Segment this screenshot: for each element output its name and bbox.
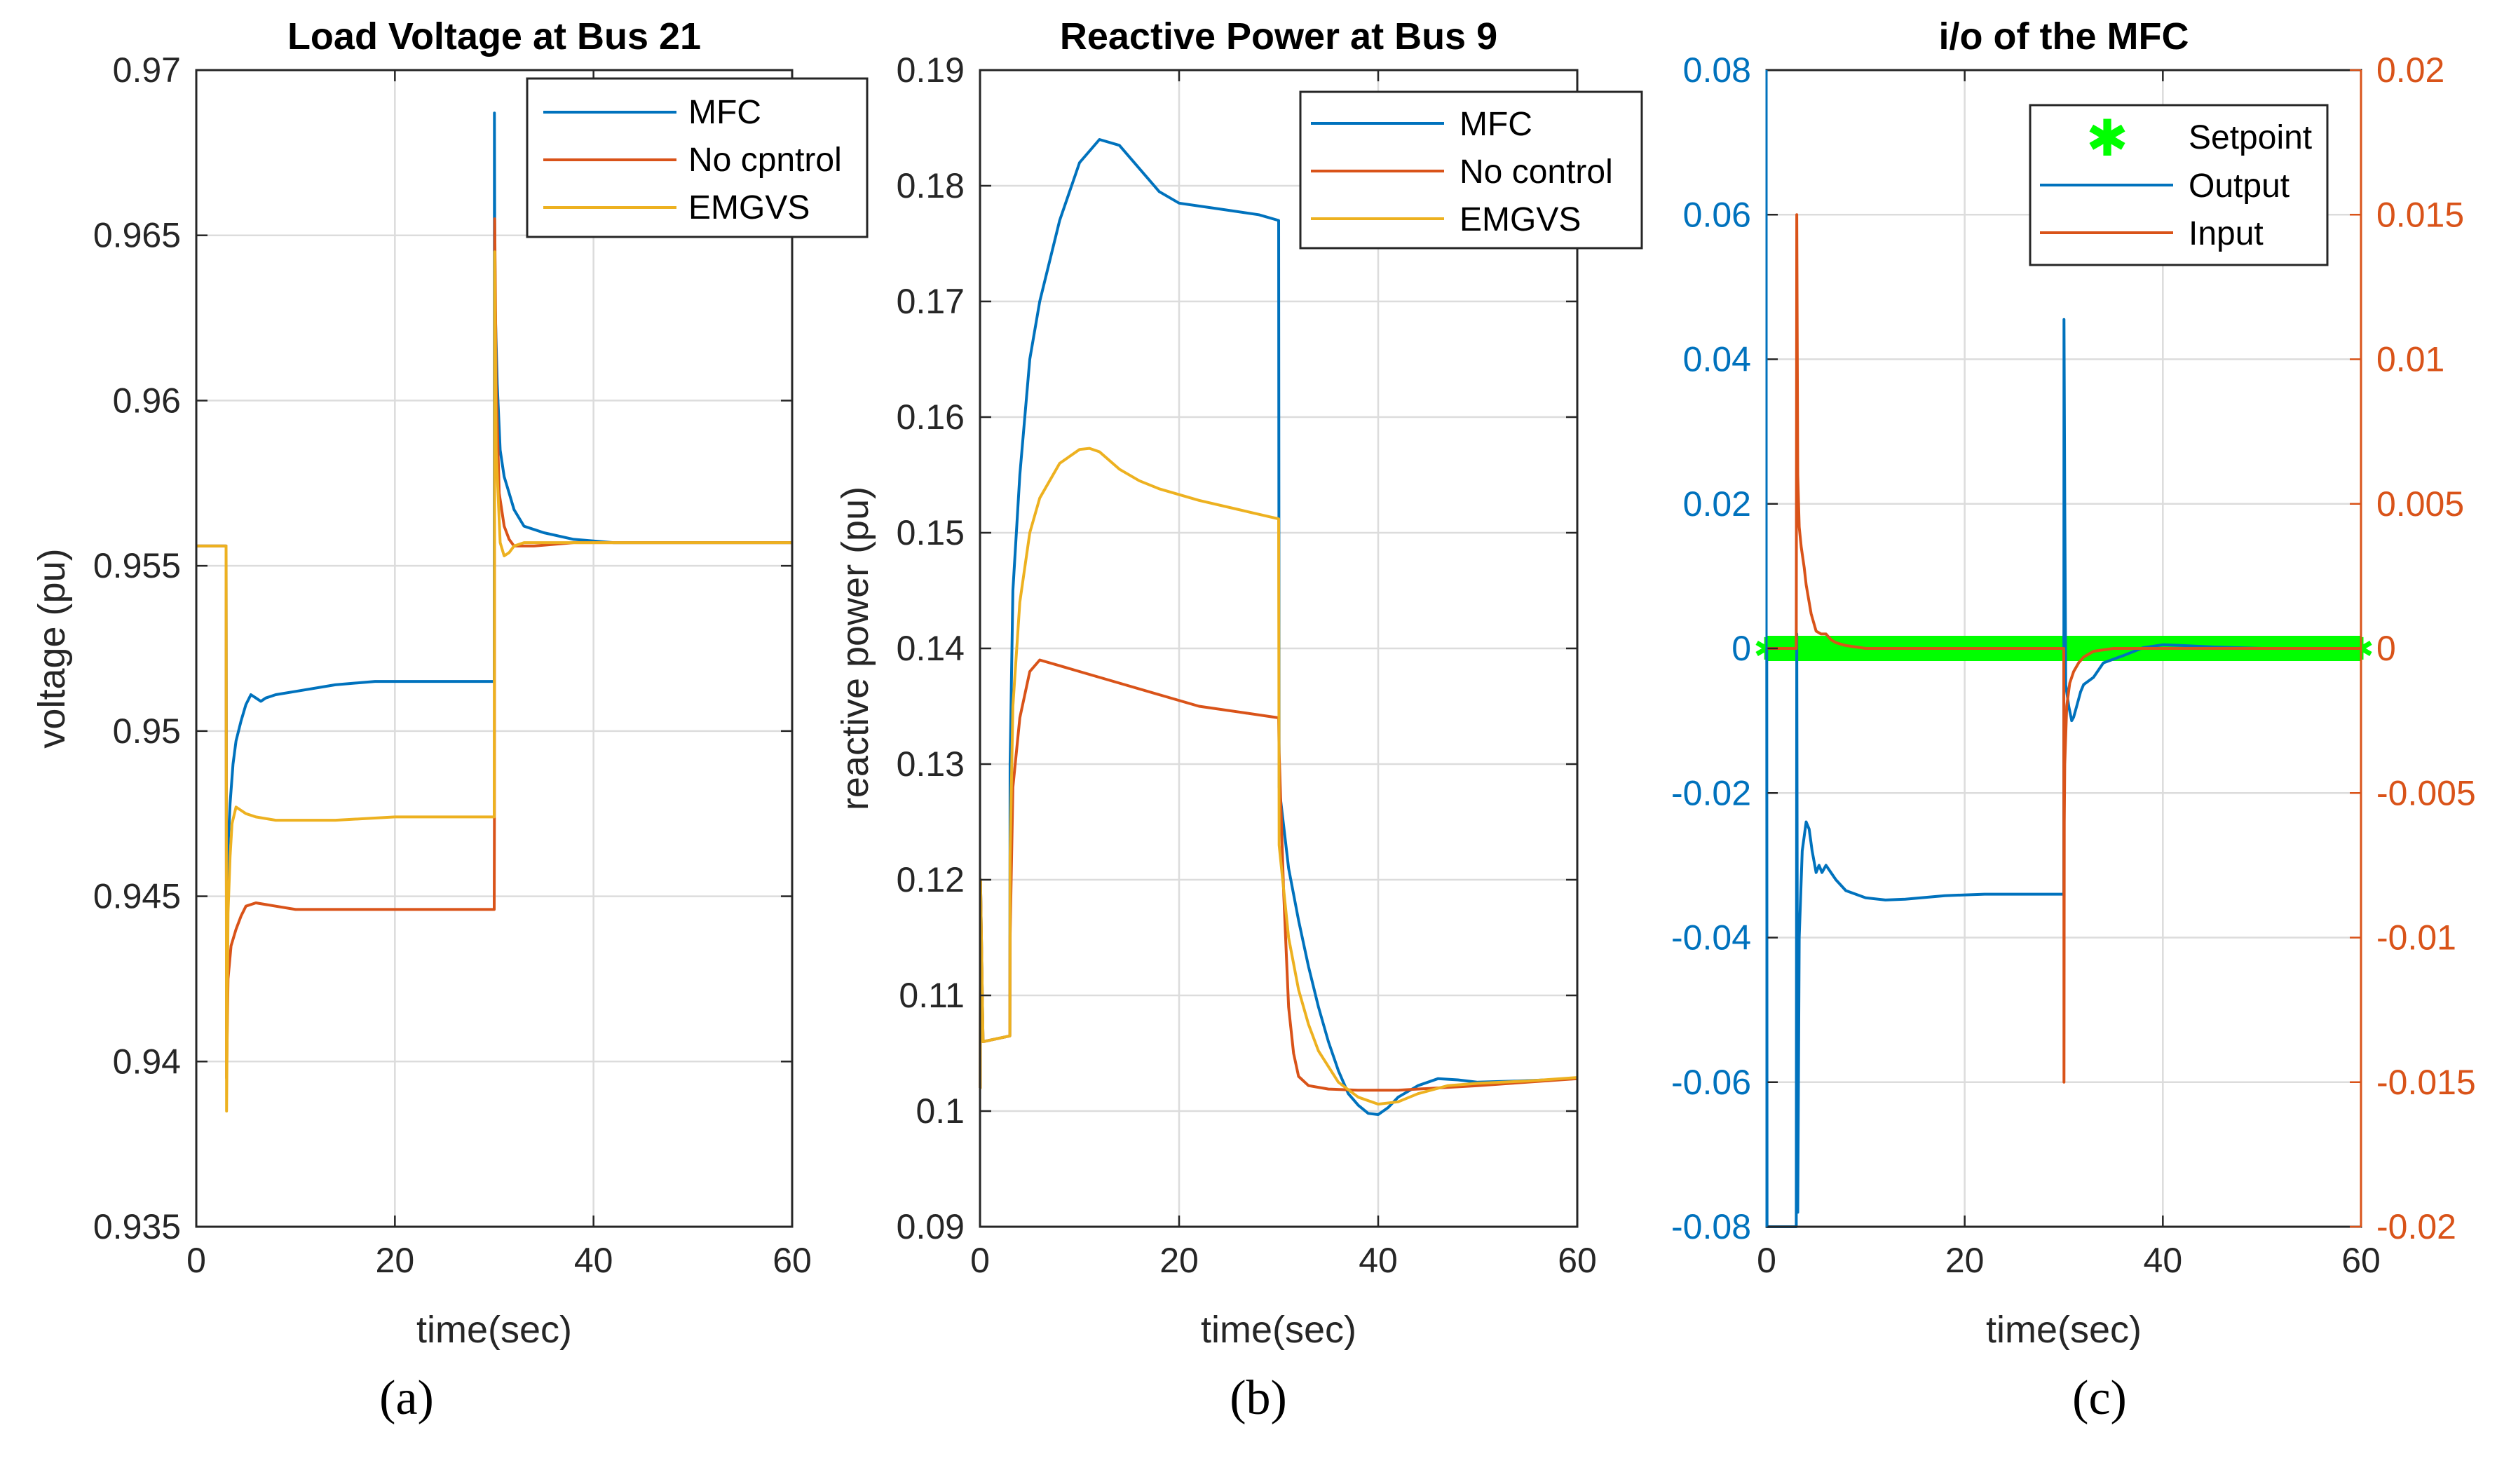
panel-c-series-input (1767, 213, 2361, 1084)
panel-b-xtick-label-3: 60 (1558, 1241, 1597, 1280)
panel-c-ytick-label-8: 0.08 (1683, 50, 1751, 90)
panel-b-legend-label-1: No control (1460, 154, 1613, 191)
panel-a: 0 20 40 60 0.935 0.94 0.945 0.95 0.955 0.96 0.965 0… (31, 15, 869, 1425)
panel-c-xlabel: time(sec) (1986, 1309, 2142, 1351)
panel-c-ytick-label-6: 0.04 (1683, 340, 1751, 379)
panel-a-ylabel: voltage (pu) (31, 548, 73, 748)
panel-a-xtick-label-1: 20 (376, 1241, 415, 1280)
panel-a-legend-box (526, 77, 869, 238)
panel-b-ticks: 0 20 40 60 0.09 0.1 0.11 0.12 0.13 0.14 0.15 0.16 0.… (897, 50, 1597, 1280)
panel-c-ytick-label-3: -0.02 (1671, 773, 1751, 812)
panel-a-letter: (a) (379, 1371, 434, 1425)
panel-c-legend-label-0: Setpoint (2189, 119, 2312, 156)
panel-b-series-emgvs (979, 447, 1578, 1106)
panel-c-ytick-label-2: -0.04 (1671, 918, 1751, 958)
panel-a-legend-label-0: MFC (688, 94, 761, 131)
panel-c-ytick-label-4: 0 (1731, 629, 1751, 668)
panel-b-ytick-label-6: 0.15 (897, 513, 965, 552)
panel-a-xtick-label-3: 60 (773, 1241, 812, 1280)
panel-c-ytick-label-1: -0.06 (1671, 1063, 1751, 1102)
panel-c: ✱✱✱✱✱✱✱✱✱✱✱✱✱✱✱✱✱✱✱✱✱✱✱✱✱✱✱✱✱✱✱✱✱✱✱✱✱✱✱✱… (1671, 15, 2476, 1425)
panel-c-ytick-right-label-8: 0.02 (2376, 50, 2444, 90)
panel-b-ytick-label-1: 0.1 (916, 1091, 965, 1131)
panel-b-ytick-label-8: 0.17 (897, 282, 965, 321)
panel-c-xtick-label-2: 40 (2144, 1241, 2183, 1280)
panel-a-legend: MFC No cpntrol EMGVS (526, 77, 869, 238)
panel-c-ytick-right-label-2: -0.01 (2376, 918, 2456, 958)
panel-a-ytick-label-7: 0.97 (113, 50, 181, 90)
panel-c-ytick-label-7: 0.06 (1683, 195, 1751, 234)
panel-b-ytick-label-2: 0.11 (899, 976, 965, 1015)
panel-b-xtick-label-0: 0 (970, 1241, 990, 1280)
panel-a-xtick-label-0: 0 (186, 1241, 206, 1280)
panel-b-series-mfc (979, 138, 1578, 1116)
panel-c-ytick-right-label-7: 0.015 (2376, 195, 2464, 234)
panel-b-legend-label-2: EMGVS (1460, 201, 1581, 238)
panel-a-ytick-label-5: 0.96 (113, 381, 181, 420)
panel-b-ytick-label-3: 0.12 (897, 860, 965, 899)
panel-c-ticks: 0 20 40 60 -0.08 -0.06 -0.04 -0.02 0 0.02 0.04 0.06… (1671, 50, 2476, 1280)
panel-b-title: Reactive Power at Bus 9 (1060, 15, 1497, 57)
panel-c-legend-setpoint-star-icon: ✱ (2086, 111, 2128, 167)
panel-a-legend-label-1: No cpntrol (688, 142, 842, 179)
panel-a-ytick-label-0: 0.935 (93, 1207, 181, 1246)
panel-c-legend-label-2: Input (2189, 215, 2264, 252)
panel-c-series-setpoint-star-marker: ✱ (2071, 632, 2097, 667)
panel-a-xlabel: time(sec) (416, 1309, 572, 1351)
panel-a-ytick-label-3: 0.95 (113, 712, 181, 751)
panel-a-ytick-label-4: 0.955 (93, 546, 181, 585)
panel-c-ytick-right-label-3: -0.005 (2376, 773, 2476, 812)
panel-c-letter: (c) (2072, 1371, 2127, 1425)
panel-c-ytick-right-label-5: 0.005 (2376, 484, 2464, 524)
panel-b-ytick-label-7: 0.16 (897, 397, 965, 437)
panel-c-series-output (1765, 318, 2361, 1228)
panel-c-ytick-label-0: -0.08 (1671, 1207, 1751, 1246)
panel-b-ytick-label-10: 0.19 (897, 50, 965, 90)
panel-a-ticks: 0 20 40 60 0.935 0.94 0.945 0.95 0.955 0.96 0.965 0… (93, 50, 812, 1280)
panel-b-ytick-label-5: 0.14 (897, 629, 965, 668)
panel-a-series-emgvs (196, 250, 792, 1112)
panel-c-ytick-right-label-0: -0.02 (2376, 1207, 2456, 1246)
panel-b-xlabel: time(sec) (1201, 1309, 1356, 1351)
panel-a-legend-label-2: EMGVS (688, 189, 810, 226)
panel-c-xtick-label-1: 20 (1945, 1241, 1985, 1280)
panel-b-letter: (b) (1230, 1371, 1287, 1425)
panel-c-ytick-right-label-4: 0 (2376, 629, 2396, 668)
panel-b-legend: MFC No control EMGVS (1299, 90, 1643, 250)
panel-b-ytick-label-4: 0.13 (897, 744, 965, 784)
panel-c-ytick-right-label-1: -0.015 (2376, 1063, 2476, 1102)
panel-c-series-setpoint-star-marker: ✱ (1823, 632, 1849, 667)
panel-b-ylabel: reactive power (pu) (834, 486, 876, 810)
panel-a-ytick-label-2: 0.945 (93, 877, 181, 916)
panel-c-series-setpoint-star-marker: ✱ (1833, 632, 1859, 667)
panel-b-ytick-label-0: 0.09 (897, 1207, 965, 1246)
panel-a-ytick-label-1: 0.94 (113, 1042, 181, 1081)
panel-c-series-setpoint-star-marker: ✱ (1803, 632, 1829, 667)
panel-c-xtick-label-0: 0 (1757, 1241, 1776, 1280)
panel-b-ytick-label-9: 0.18 (897, 166, 965, 205)
panel-c-series-setpoint-star-marker: ✱ (1813, 632, 1839, 667)
panel-c-xtick-label-3: 60 (2341, 1241, 2381, 1280)
panel-b-xtick-label-1: 20 (1159, 1241, 1199, 1280)
panel-b-series (979, 138, 1578, 1116)
panel-b-legend-label-0: MFC (1460, 106, 1532, 143)
panel-b-xtick-label-2: 40 (1359, 1241, 1398, 1280)
panel-c-legend: ✱ Setpoint Output Input (2029, 104, 2329, 266)
panel-b: 0 20 40 60 0.09 0.1 0.11 0.12 0.13 0.14 0.15 0.16 0.… (834, 15, 1643, 1425)
panel-c-title: i/o of the MFC (1939, 15, 2189, 57)
panel-a-series-mfc (196, 111, 792, 1030)
panel-a-series (196, 111, 792, 1112)
panel-a-xtick-label-2: 40 (574, 1241, 613, 1280)
panel-c-series: ✱✱✱✱✱✱✱✱✱✱✱✱✱✱✱✱✱✱✱✱✱✱✱✱✱✱✱✱✱✱✱✱✱✱✱✱✱✱✱✱… (1754, 213, 2374, 1228)
panel-c-legend-label-1: Output (2189, 168, 2290, 205)
panel-c-ytick-label-5: 0.02 (1683, 484, 1751, 524)
panel-a-ytick-label-6: 0.965 (93, 216, 181, 255)
panel-a-frame-outline (195, 69, 794, 1228)
panel-c-ytick-right-label-6: 0.01 (2376, 340, 2444, 379)
panel-a-title: Load Voltage at Bus 21 (287, 15, 701, 57)
